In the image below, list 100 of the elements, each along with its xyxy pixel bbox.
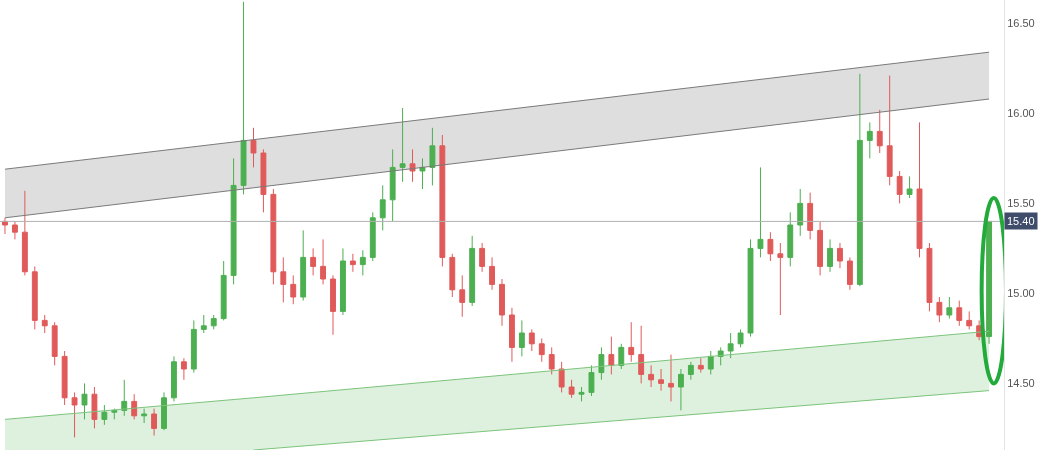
candlestick <box>568 379 575 399</box>
candlestick <box>916 121 923 258</box>
candlestick <box>489 256 495 291</box>
ref-line-label: 15.40 <box>1007 215 1035 227</box>
candlestick <box>200 314 207 334</box>
candlestick <box>419 157 426 190</box>
candlestick <box>330 274 336 336</box>
candlestick <box>658 368 664 392</box>
candlestick <box>737 328 744 348</box>
candlestick <box>101 404 108 426</box>
candlestick <box>230 157 237 285</box>
candlestick <box>896 170 903 204</box>
candlestick <box>936 296 943 323</box>
candlestick <box>320 238 326 285</box>
candlestick <box>946 296 953 320</box>
candlestick <box>787 211 794 267</box>
candlestick <box>349 253 356 273</box>
candlestick <box>151 408 158 437</box>
candlestick <box>876 109 883 154</box>
candlestick <box>598 346 605 381</box>
candlestick <box>290 274 297 305</box>
candlestick <box>180 357 187 381</box>
candlestick <box>618 343 625 370</box>
candlestick <box>538 337 545 363</box>
candlestick <box>71 391 78 438</box>
candlestick <box>340 247 346 316</box>
candlestick <box>459 274 466 318</box>
candlestick <box>409 148 416 183</box>
candlestick <box>906 175 913 199</box>
candlestick <box>250 127 257 168</box>
candlestick <box>479 242 486 273</box>
y-tick-label: 14.50 <box>1007 377 1035 390</box>
candlestick <box>11 220 18 240</box>
candlestick <box>429 127 436 186</box>
candlestick <box>528 328 535 352</box>
candlestick <box>518 319 525 357</box>
candlestick <box>608 336 615 375</box>
candlestick <box>220 260 227 321</box>
candlestick <box>588 364 595 397</box>
candlestick <box>777 242 784 316</box>
candlestick <box>210 314 217 330</box>
candlestick <box>310 247 317 276</box>
candlestick <box>697 357 704 374</box>
candlestick <box>270 188 277 285</box>
candlestick <box>846 256 853 291</box>
candlestick <box>31 265 38 330</box>
candlestick <box>648 364 655 388</box>
candlestick <box>260 148 267 213</box>
candlestick <box>638 325 645 384</box>
candlestick <box>687 361 694 381</box>
candlestick <box>886 75 893 186</box>
y-tick-label: 16.00 <box>1007 107 1035 120</box>
candlestick <box>986 220 993 345</box>
candlestick <box>91 386 98 429</box>
candlestick <box>866 121 873 159</box>
candlestick <box>131 393 138 420</box>
candlestick <box>856 73 863 287</box>
candlestick <box>21 190 28 276</box>
candlestick <box>817 220 824 276</box>
candlestick <box>628 321 635 363</box>
candlestick <box>499 278 505 327</box>
candlestick <box>469 235 476 307</box>
candlestick <box>767 231 774 262</box>
candlestick <box>359 249 366 276</box>
candlestick <box>51 321 58 366</box>
y-tick-label: 15.50 <box>1007 197 1035 210</box>
candlestick <box>41 314 48 334</box>
candlestick <box>807 192 814 240</box>
y-tick-label: 16.50 <box>1007 17 1035 30</box>
candlestick <box>280 256 287 303</box>
candlestick <box>548 346 555 375</box>
candlestick <box>399 107 406 183</box>
candlestick <box>190 319 197 374</box>
candlestick <box>797 188 804 237</box>
candlestick <box>827 238 833 273</box>
candlestick <box>81 382 88 420</box>
candlestick <box>439 134 446 267</box>
candlestick <box>240 1 247 195</box>
candlestick <box>389 148 396 222</box>
candlestick <box>379 184 386 231</box>
candlestick <box>747 238 754 338</box>
candlestick <box>369 211 376 262</box>
candlestick <box>966 310 973 330</box>
candlestick <box>61 350 68 406</box>
candlestick <box>578 386 585 402</box>
candlestick <box>678 368 684 411</box>
candlestick <box>558 361 565 393</box>
candlestick <box>449 253 456 298</box>
y-tick-label: 15.00 <box>1007 287 1035 300</box>
candlestick <box>757 166 764 258</box>
candlestick <box>926 242 933 312</box>
candlestick <box>727 332 734 359</box>
candlestick <box>300 229 307 302</box>
candlestick <box>837 242 843 269</box>
candlestick <box>161 391 167 431</box>
candlestick <box>171 355 177 402</box>
candlestick <box>707 350 714 375</box>
candlestick <box>668 354 674 402</box>
candlestick <box>509 307 515 363</box>
candlestick <box>141 408 148 424</box>
